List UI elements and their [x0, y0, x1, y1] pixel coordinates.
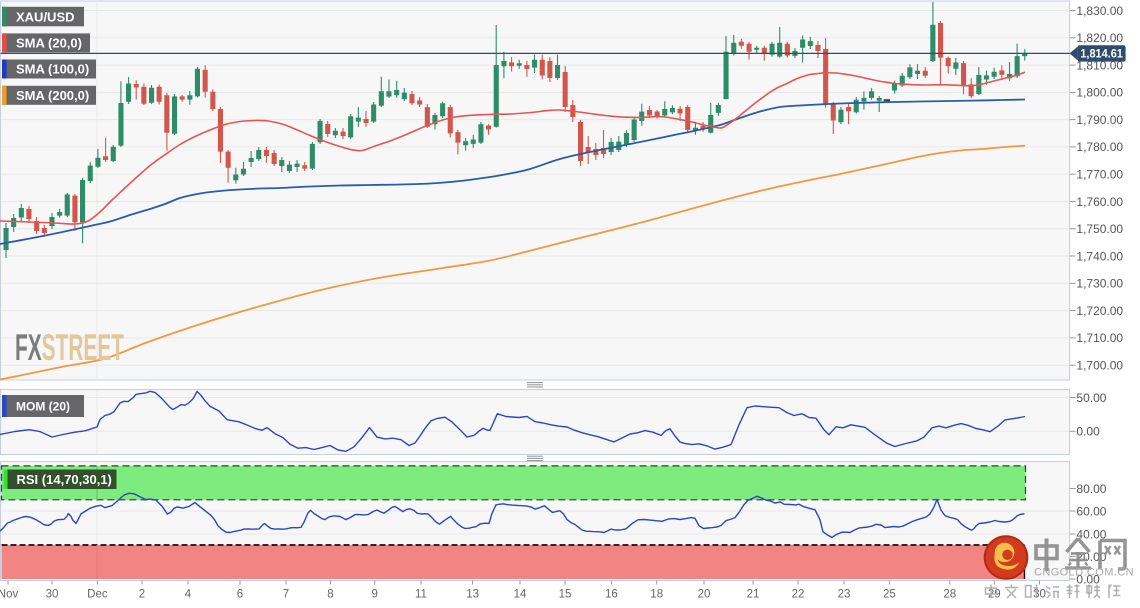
svg-text:SMA (100,0): SMA (100,0) — [16, 62, 89, 77]
svg-text:16: 16 — [605, 589, 618, 601]
svg-text:1,700.00: 1,700.00 — [1076, 359, 1123, 373]
svg-text:1,810.00: 1,810.00 — [1076, 58, 1123, 72]
svg-text:20: 20 — [698, 589, 711, 601]
svg-text:MOM (20): MOM (20) — [16, 400, 70, 414]
svg-text:1,800.00: 1,800.00 — [1076, 86, 1123, 100]
svg-text:XAU/USD: XAU/USD — [16, 9, 75, 24]
svg-text:21: 21 — [747, 589, 760, 601]
svg-text:CNGOLD.COM.CN: CNGOLD.COM.CN — [1034, 567, 1134, 579]
svg-text:20.00: 20.00 — [1076, 550, 1106, 564]
svg-text:25: 25 — [883, 589, 896, 601]
svg-text:60.00: 60.00 — [1076, 504, 1106, 518]
svg-text:1,750.00: 1,750.00 — [1076, 222, 1123, 236]
svg-text:22: 22 — [792, 589, 805, 601]
svg-text:1,790.00: 1,790.00 — [1076, 113, 1123, 127]
svg-text:50.00: 50.00 — [1076, 391, 1106, 405]
svg-text:Dec: Dec — [87, 589, 108, 601]
svg-text:1,760.00: 1,760.00 — [1076, 195, 1123, 209]
svg-text:13: 13 — [466, 589, 479, 601]
svg-text:11: 11 — [415, 589, 427, 601]
svg-text:14: 14 — [514, 589, 527, 601]
svg-text:6: 6 — [237, 589, 243, 601]
svg-text:28: 28 — [943, 589, 956, 601]
svg-text:Nov: Nov — [0, 589, 18, 601]
svg-text:1,770.00: 1,770.00 — [1076, 168, 1123, 182]
svg-text:1,830.00: 1,830.00 — [1076, 4, 1123, 18]
svg-text:9: 9 — [371, 589, 377, 601]
svg-text:4: 4 — [185, 589, 192, 601]
svg-text:SMA (20,0): SMA (20,0) — [16, 36, 82, 51]
svg-text:1,814.61: 1,814.61 — [1080, 47, 1123, 61]
svg-text:7: 7 — [283, 589, 289, 601]
svg-text:23: 23 — [838, 589, 851, 601]
svg-text:15: 15 — [559, 589, 572, 601]
svg-text:1,720.00: 1,720.00 — [1076, 304, 1123, 318]
svg-text:1,730.00: 1,730.00 — [1076, 277, 1123, 291]
svg-text:1,710.00: 1,710.00 — [1076, 331, 1123, 345]
svg-text:2: 2 — [139, 589, 145, 601]
svg-text:0.00: 0.00 — [1076, 425, 1100, 439]
svg-text:80.00: 80.00 — [1076, 482, 1106, 496]
svg-text:30: 30 — [46, 589, 59, 601]
svg-text:30: 30 — [1033, 589, 1046, 601]
svg-text:1,820.00: 1,820.00 — [1076, 31, 1123, 45]
svg-text:1,780.00: 1,780.00 — [1076, 140, 1123, 154]
svg-text:40.00: 40.00 — [1076, 527, 1106, 541]
svg-text:1,740.00: 1,740.00 — [1076, 249, 1123, 263]
svg-text:FXSTREET: FXSTREET — [15, 327, 124, 368]
svg-text:8: 8 — [327, 589, 333, 601]
svg-text:18: 18 — [650, 589, 663, 601]
svg-text:RSI (14,70,30,1): RSI (14,70,30,1) — [17, 472, 112, 487]
svg-text:0.00: 0.00 — [1076, 572, 1100, 586]
svg-text:SMA (200,0): SMA (200,0) — [16, 88, 89, 103]
